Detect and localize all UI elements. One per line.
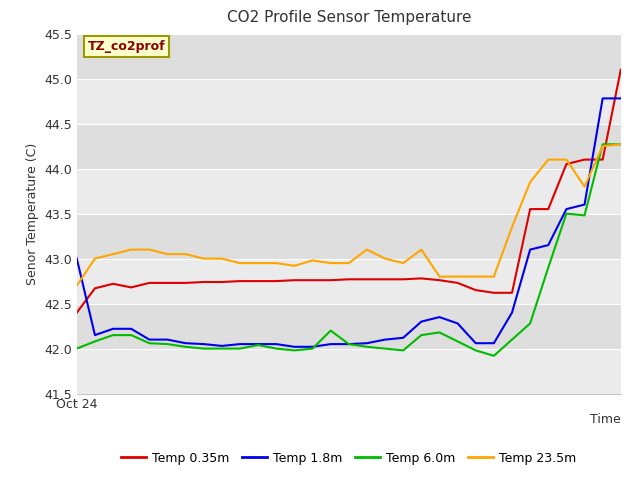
Legend: Temp 0.35m, Temp 1.8m, Temp 6.0m, Temp 23.5m: Temp 0.35m, Temp 1.8m, Temp 6.0m, Temp 2…	[116, 447, 582, 469]
Bar	[77, 123, 621, 168]
Bar	[77, 168, 621, 214]
Bar	[77, 214, 621, 259]
Bar	[77, 303, 621, 348]
Bar	[77, 348, 621, 394]
Bar	[77, 34, 621, 79]
Bar	[77, 79, 621, 123]
Y-axis label: Senor Temperature (C): Senor Temperature (C)	[26, 143, 38, 285]
Title: CO2 Profile Sensor Temperature: CO2 Profile Sensor Temperature	[227, 11, 471, 25]
Bar	[77, 259, 621, 303]
Text: Time: Time	[590, 413, 621, 426]
Text: TZ_co2prof: TZ_co2prof	[88, 40, 165, 53]
